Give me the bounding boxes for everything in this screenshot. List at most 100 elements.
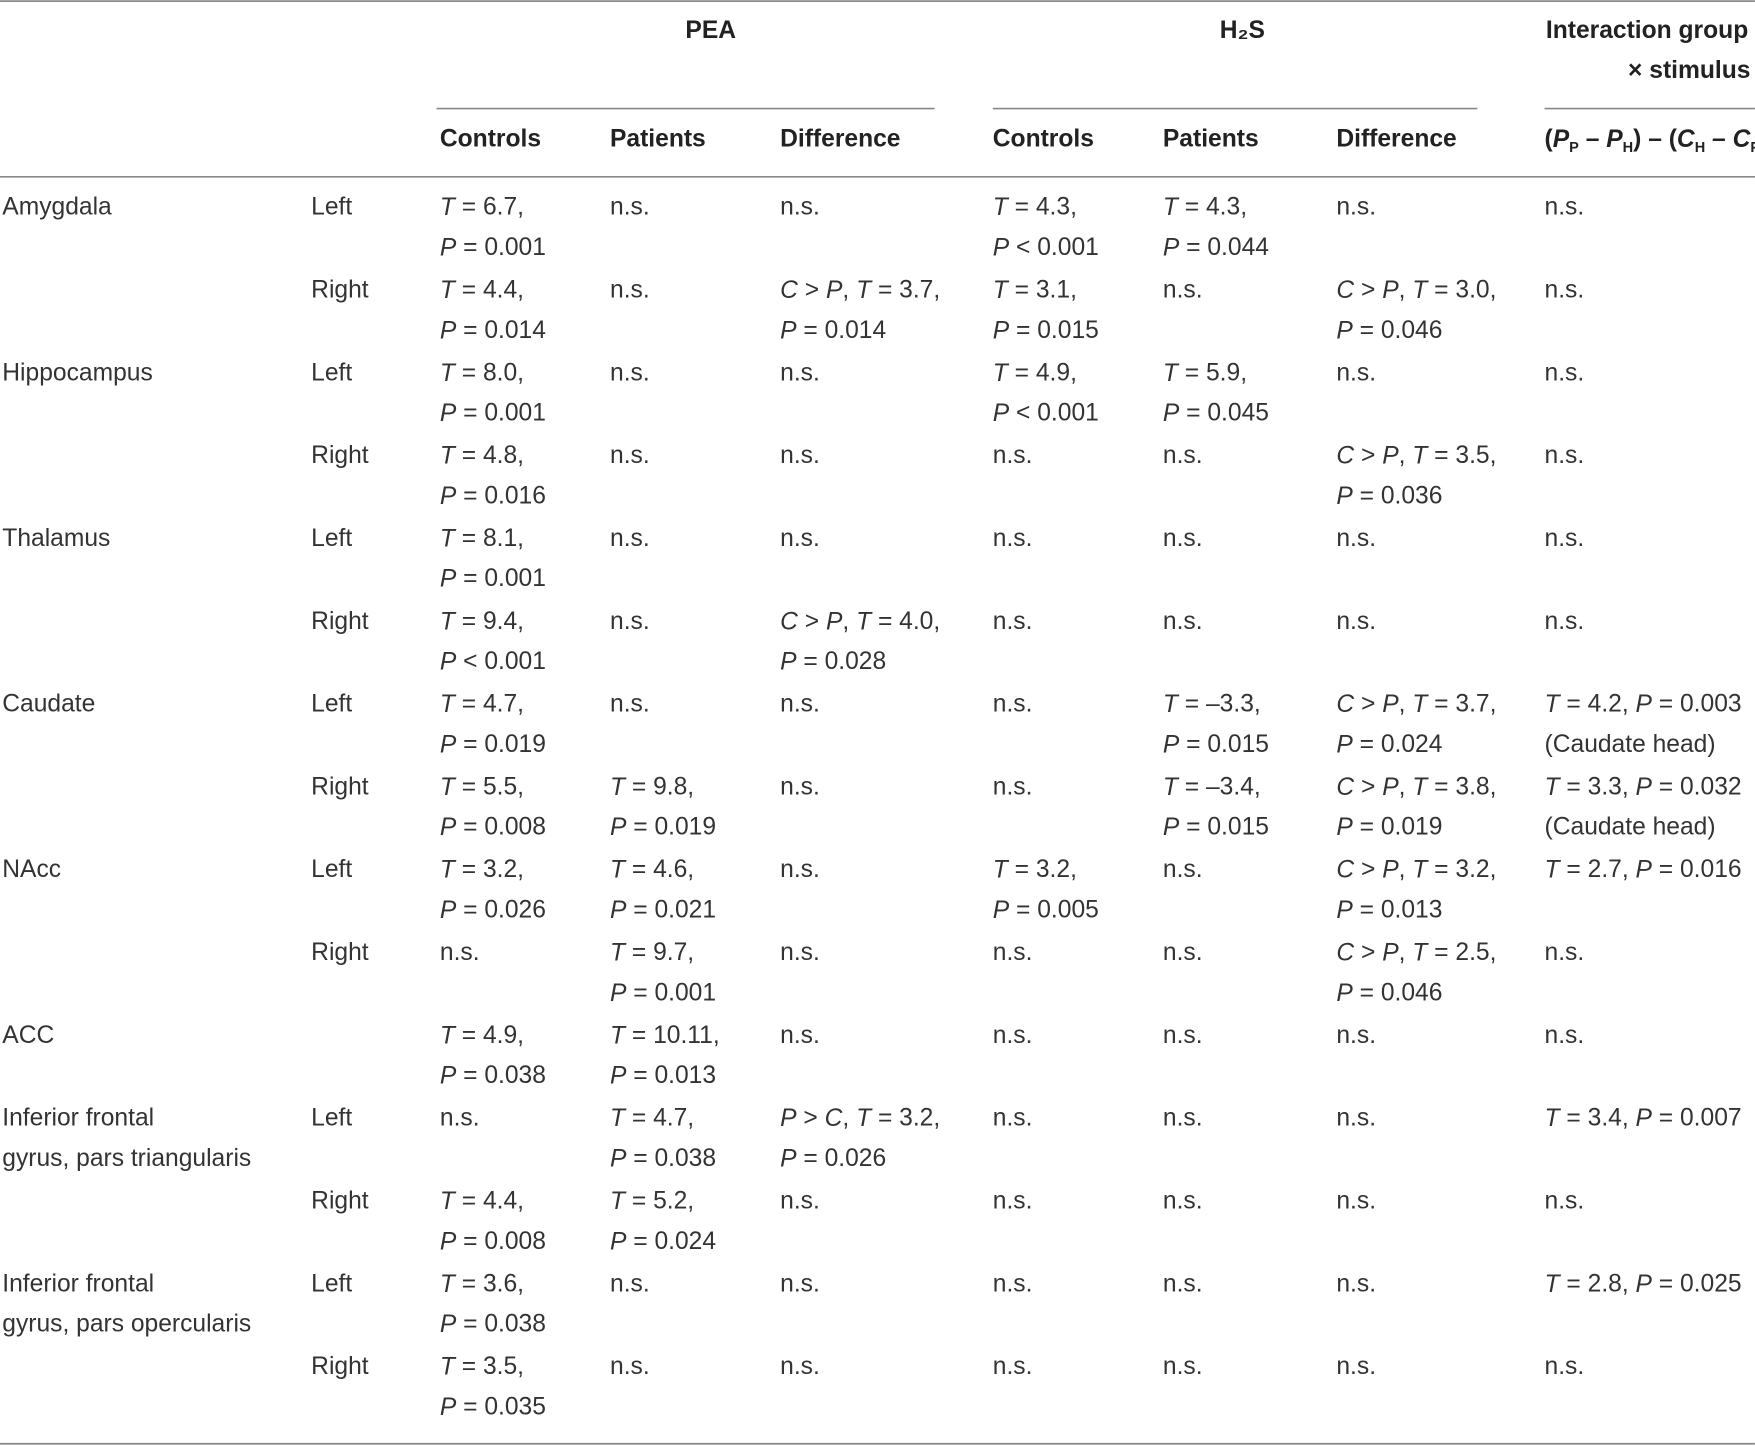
cell: P = 0.014 <box>440 317 546 344</box>
cell: n.s. <box>993 525 1033 552</box>
side: Right <box>311 608 369 635</box>
cell: T = 9.7, <box>610 939 694 966</box>
cell: T = 8.1, <box>440 525 524 552</box>
cell: n.s. <box>993 1270 1033 1297</box>
cell: n.s. <box>1336 1105 1376 1132</box>
cell: C > P, T = 3.2, <box>1336 856 1496 883</box>
cell: T = 4.2, P = 0.003 <box>1545 691 1742 718</box>
side: Right <box>311 276 369 303</box>
cell: n.s. <box>780 939 820 966</box>
cell: n.s. <box>610 1353 650 1380</box>
region: Caudate <box>2 691 95 718</box>
region: Inferior frontal <box>2 1105 154 1132</box>
cell: n.s. <box>1336 359 1376 386</box>
cell: P = 0.021 <box>610 897 716 924</box>
cell: n.s. <box>1163 1105 1203 1132</box>
side: Right <box>311 939 369 966</box>
cell: n.s. <box>1545 276 1585 303</box>
cell: n.s. <box>1163 856 1203 883</box>
cell: P = 0.015 <box>1163 731 1269 758</box>
cell: P = 0.024 <box>1336 731 1442 758</box>
cell: n.s. <box>610 442 650 469</box>
region: Inferior frontal <box>2 1270 154 1297</box>
cell: n.s. <box>1163 525 1203 552</box>
cell: n.s. <box>1163 442 1203 469</box>
cell: n.s. <box>1545 608 1585 635</box>
group-header: Interaction group <box>1546 17 1748 44</box>
cell: P = 0.008 <box>440 1228 546 1255</box>
cell: P = 0.001 <box>440 400 546 427</box>
cell: n.s. <box>1336 1022 1376 1049</box>
cell: P = 0.044 <box>1163 234 1269 261</box>
cell: n.s. <box>1545 194 1585 221</box>
column-header: Patients <box>1163 125 1259 152</box>
side: Left <box>311 691 352 718</box>
cell: T = 4.9, <box>440 1022 524 1049</box>
cell: n.s. <box>610 525 650 552</box>
cell: n.s. <box>1163 608 1203 635</box>
cell: n.s. <box>1336 608 1376 635</box>
cell: P < 0.001 <box>993 234 1099 261</box>
region: gyrus, pars opercularis <box>2 1311 251 1338</box>
cell: n.s. <box>610 276 650 303</box>
cell: T = 3.1, <box>993 276 1077 303</box>
cell: T = –3.4, <box>1163 773 1261 800</box>
cell: T = 4.4, <box>440 276 524 303</box>
cell: P < 0.001 <box>440 648 546 675</box>
cell: T = –3.3, <box>1163 691 1261 718</box>
cell: T = 3.4, P = 0.007 <box>1545 1105 1742 1132</box>
side: Left <box>311 359 352 386</box>
cell: n.s. <box>440 1105 480 1132</box>
cell: n.s. <box>1545 1022 1585 1049</box>
cell: P = 0.038 <box>440 1311 546 1338</box>
cell: n.s. <box>610 194 650 221</box>
region: gyrus, pars triangularis <box>2 1145 251 1172</box>
region: NAcc <box>2 856 61 883</box>
cell: P = 0.014 <box>780 317 886 344</box>
cell: n.s. <box>780 691 820 718</box>
cell: P = 0.035 <box>440 1393 546 1420</box>
cell: n.s. <box>1163 1270 1203 1297</box>
cell: P = 0.019 <box>1336 814 1442 841</box>
cell: n.s. <box>1545 1353 1585 1380</box>
cell: n.s. <box>993 939 1033 966</box>
cell: T = 9.4, <box>440 608 524 635</box>
cell: n.s. <box>1336 525 1376 552</box>
cell: T = 4.7, <box>440 691 524 718</box>
cell: P = 0.008 <box>440 814 546 841</box>
cell: n.s. <box>1545 1188 1585 1215</box>
cell: n.s. <box>993 442 1033 469</box>
side: Left <box>311 1105 352 1132</box>
cell: n.s. <box>1336 1270 1376 1297</box>
cell: T = 5.2, <box>610 1188 694 1215</box>
cell: P = 0.026 <box>780 1145 886 1172</box>
cell: n.s. <box>1545 939 1585 966</box>
cell: P > C, T = 3.2, <box>780 1105 940 1132</box>
cell: n.s. <box>993 1105 1033 1132</box>
region: ACC <box>2 1022 54 1049</box>
cell: T = 10.11, <box>610 1022 720 1049</box>
cell: P = 0.019 <box>440 731 546 758</box>
cell: T = 4.7, <box>610 1105 694 1132</box>
cell: P = 0.013 <box>1336 897 1442 924</box>
cell: T = 4.3, <box>1163 194 1247 221</box>
cell: n.s. <box>780 194 820 221</box>
cell: P = 0.038 <box>440 1062 546 1089</box>
group-header: H₂S <box>1220 17 1265 44</box>
cell: C > P, T = 3.5, <box>1336 442 1496 469</box>
cell: T = 3.6, <box>440 1270 524 1297</box>
cell: n.s. <box>610 691 650 718</box>
column-header: Difference <box>1336 125 1456 152</box>
cell: P = 0.016 <box>440 482 546 509</box>
cell: n.s. <box>1163 1353 1203 1380</box>
cell: n.s. <box>780 525 820 552</box>
cell: T = 8.0, <box>440 359 524 386</box>
region: Hippocampus <box>2 359 152 386</box>
cell: n.s. <box>780 856 820 883</box>
cell: n.s. <box>993 1022 1033 1049</box>
cell: P = 0.013 <box>610 1062 716 1089</box>
cell: P = 0.028 <box>780 648 886 675</box>
cell: n.s. <box>993 608 1033 635</box>
group-header: × stimulus <box>1628 57 1750 84</box>
